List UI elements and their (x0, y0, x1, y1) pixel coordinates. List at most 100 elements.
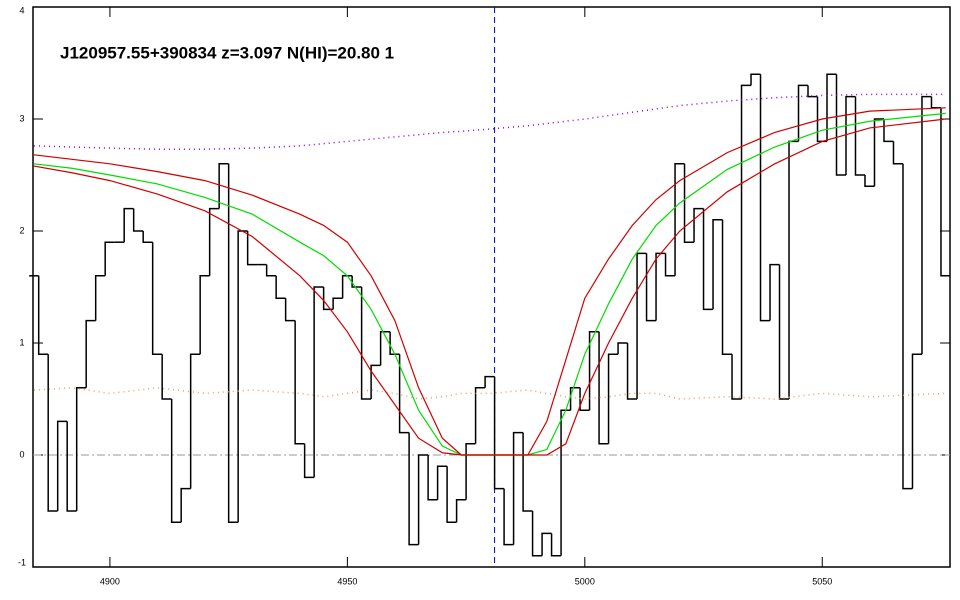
flux-step (75, 387, 87, 511)
flux-step (370, 364, 381, 399)
flux-step (807, 85, 818, 98)
y-tick-label: 0 (19, 449, 24, 459)
flux-step (892, 141, 903, 165)
flux-step (218, 163, 229, 209)
x-tick-label: 5000 (575, 576, 595, 586)
flux-step (189, 353, 201, 489)
flux-step (854, 96, 865, 176)
flux-step (208, 207, 220, 276)
flux-step (759, 74, 771, 322)
flux-step (902, 163, 913, 490)
flux-step (104, 241, 115, 276)
flux-step (246, 231, 258, 266)
flux-step (484, 375, 495, 388)
flux-step (626, 343, 638, 400)
x-tick-label: 4950 (337, 576, 357, 586)
y-tick-label: 3 (19, 113, 24, 123)
flux-step (636, 252, 647, 399)
flux-step (579, 387, 590, 411)
y-tick-label: 4 (19, 5, 24, 15)
x-tick-label: 4900 (100, 576, 120, 586)
flux-step (123, 207, 134, 243)
flux-step (693, 207, 704, 243)
flux-step (712, 219, 723, 310)
flux-step (493, 376, 505, 490)
flux-step (883, 119, 894, 143)
fit-curve (33, 107, 946, 456)
dotted-curve (33, 387, 946, 400)
flux-step (465, 443, 476, 500)
flux-step (360, 287, 372, 400)
flux-step (408, 432, 419, 546)
flux-step (227, 163, 239, 523)
flux-step (797, 84, 809, 142)
y-tick-label: -1 (18, 557, 26, 567)
flux-step (417, 454, 429, 545)
flux-step (389, 331, 400, 355)
flux-step (845, 95, 856, 175)
flux-step (522, 432, 533, 512)
flux-step (541, 532, 552, 556)
flux-step (151, 242, 163, 355)
flux-step (617, 342, 628, 355)
flux-step (85, 319, 96, 388)
flux-step (265, 264, 277, 277)
flux-step (826, 73, 837, 142)
flux-step (740, 84, 752, 399)
flux-step (873, 118, 884, 187)
flux-step (66, 421, 77, 512)
flux-step (864, 175, 875, 187)
flux-step (284, 298, 296, 322)
flux-step (674, 163, 685, 276)
flux-step (588, 331, 600, 411)
flux-step (731, 354, 742, 400)
flux-step (180, 487, 191, 523)
flux-step (379, 331, 391, 366)
flux-step (788, 140, 799, 399)
flux-step (170, 399, 182, 523)
flux-step (161, 354, 172, 400)
fit-curve (33, 112, 946, 456)
flux-step (750, 73, 761, 86)
flux-step (199, 275, 210, 355)
flux-step (436, 465, 448, 500)
flux-step (351, 275, 362, 288)
flux-step (275, 275, 286, 299)
flux-step (142, 231, 153, 243)
flux-step (550, 533, 562, 557)
flux-step (427, 455, 438, 501)
flux-step (132, 208, 144, 232)
plot-frame (32, 6, 951, 568)
flux-step (835, 74, 846, 176)
flux-step (94, 275, 106, 321)
flux-step (683, 163, 695, 243)
flux-step (455, 499, 467, 523)
flux-step (56, 420, 68, 511)
flux-step (645, 253, 657, 322)
flux-step (341, 275, 353, 299)
flux-step (303, 443, 315, 479)
flux-step (769, 263, 780, 321)
flux-step (313, 286, 324, 478)
flux-step (446, 466, 457, 523)
flux-step (398, 354, 410, 434)
flux-step (512, 431, 524, 545)
flux-step (474, 387, 486, 444)
flux-step (332, 297, 343, 310)
flux-step (37, 275, 49, 355)
flux-step (940, 107, 951, 277)
x-tick-label: 5050 (812, 576, 832, 586)
flux-step (664, 253, 676, 277)
y-tick-label: 1 (19, 337, 24, 347)
flux-step (560, 409, 571, 556)
flux-step (702, 208, 714, 311)
flux-step (911, 353, 922, 489)
flux-step (607, 353, 619, 444)
fit-curve (33, 118, 946, 456)
flux-step (569, 387, 581, 411)
flux-step (237, 230, 248, 523)
flux-step (531, 511, 543, 557)
annotation: J120957.55+390834 z=3.097 N(HI)=20.80 1 (60, 43, 394, 62)
